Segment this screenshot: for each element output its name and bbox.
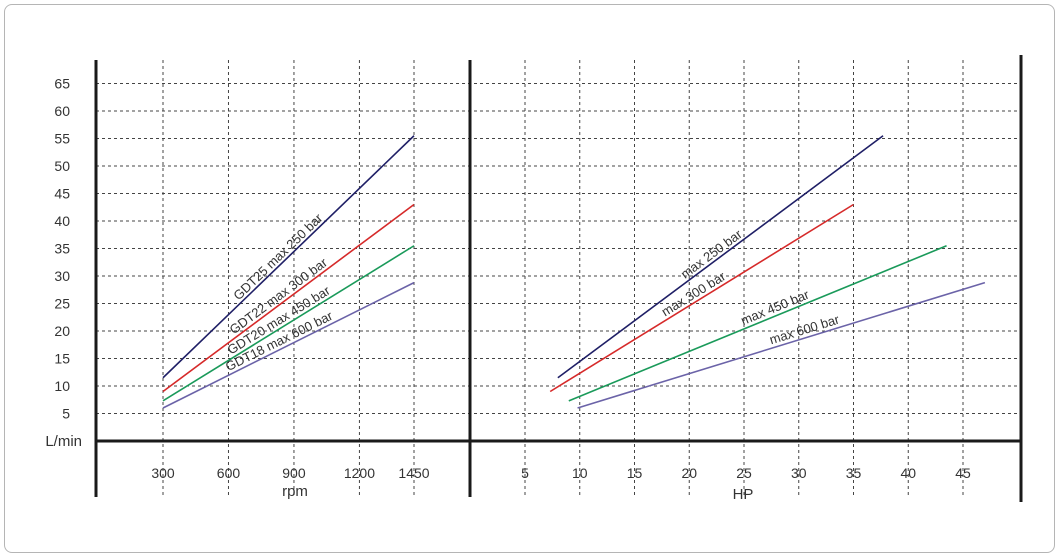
series-line xyxy=(577,281,986,409)
x-tick-label: 20 xyxy=(681,465,697,481)
x-tick-label: 35 xyxy=(846,465,862,481)
series-line xyxy=(162,245,415,402)
y-tick-label: 35 xyxy=(54,241,70,257)
y-tick-label: 45 xyxy=(54,186,70,202)
y-tick-label: 60 xyxy=(54,103,70,119)
x-tick-label: 300 xyxy=(151,465,175,481)
text-layer: 5 10 15 20 25 30 35 40 45 50 55 60 65 300 600 900 1200 14… xyxy=(45,76,971,504)
series-line xyxy=(568,245,947,402)
x-tick-label: 10 xyxy=(572,465,588,481)
series-line xyxy=(549,203,854,393)
chart-frame xyxy=(4,4,1055,553)
y-tick-label: 40 xyxy=(54,213,70,229)
series-line xyxy=(162,281,415,409)
axis-layer xyxy=(94,55,1023,502)
y-tick-label: 55 xyxy=(54,131,70,147)
x-tick-label: 30 xyxy=(791,465,807,481)
y-tick-label: 25 xyxy=(54,296,70,312)
x-tick-label: 900 xyxy=(282,465,306,481)
x-tick-label: 600 xyxy=(217,465,241,481)
y-tick-label: 5 xyxy=(62,406,70,422)
y-tick-label: 15 xyxy=(54,351,70,367)
y-tick-label: 50 xyxy=(54,158,70,174)
grid-layer xyxy=(96,60,1021,497)
x-tick-label: 45 xyxy=(955,465,971,481)
series-layer xyxy=(162,135,986,409)
x-tick-label: 5 xyxy=(521,465,529,481)
x-axis-label-hp: HP xyxy=(733,486,754,503)
x-tick-label: 1200 xyxy=(344,465,375,481)
x-tick-label: 40 xyxy=(900,465,916,481)
series-line xyxy=(557,135,884,379)
y-tick-label: 10 xyxy=(54,378,70,394)
x-tick-label: 1450 xyxy=(398,465,429,481)
y-tick-label: 65 xyxy=(54,76,70,92)
x-axis-label-rpm: rpm xyxy=(282,483,308,500)
y-tick-label: 20 xyxy=(54,323,70,339)
series-line xyxy=(162,135,415,379)
y-axis-label: L/min xyxy=(45,433,82,450)
x-tick-label: 15 xyxy=(627,465,643,481)
x-tick-label: 25 xyxy=(736,465,752,481)
y-tick-label: 30 xyxy=(54,268,70,284)
series-line xyxy=(162,203,415,393)
